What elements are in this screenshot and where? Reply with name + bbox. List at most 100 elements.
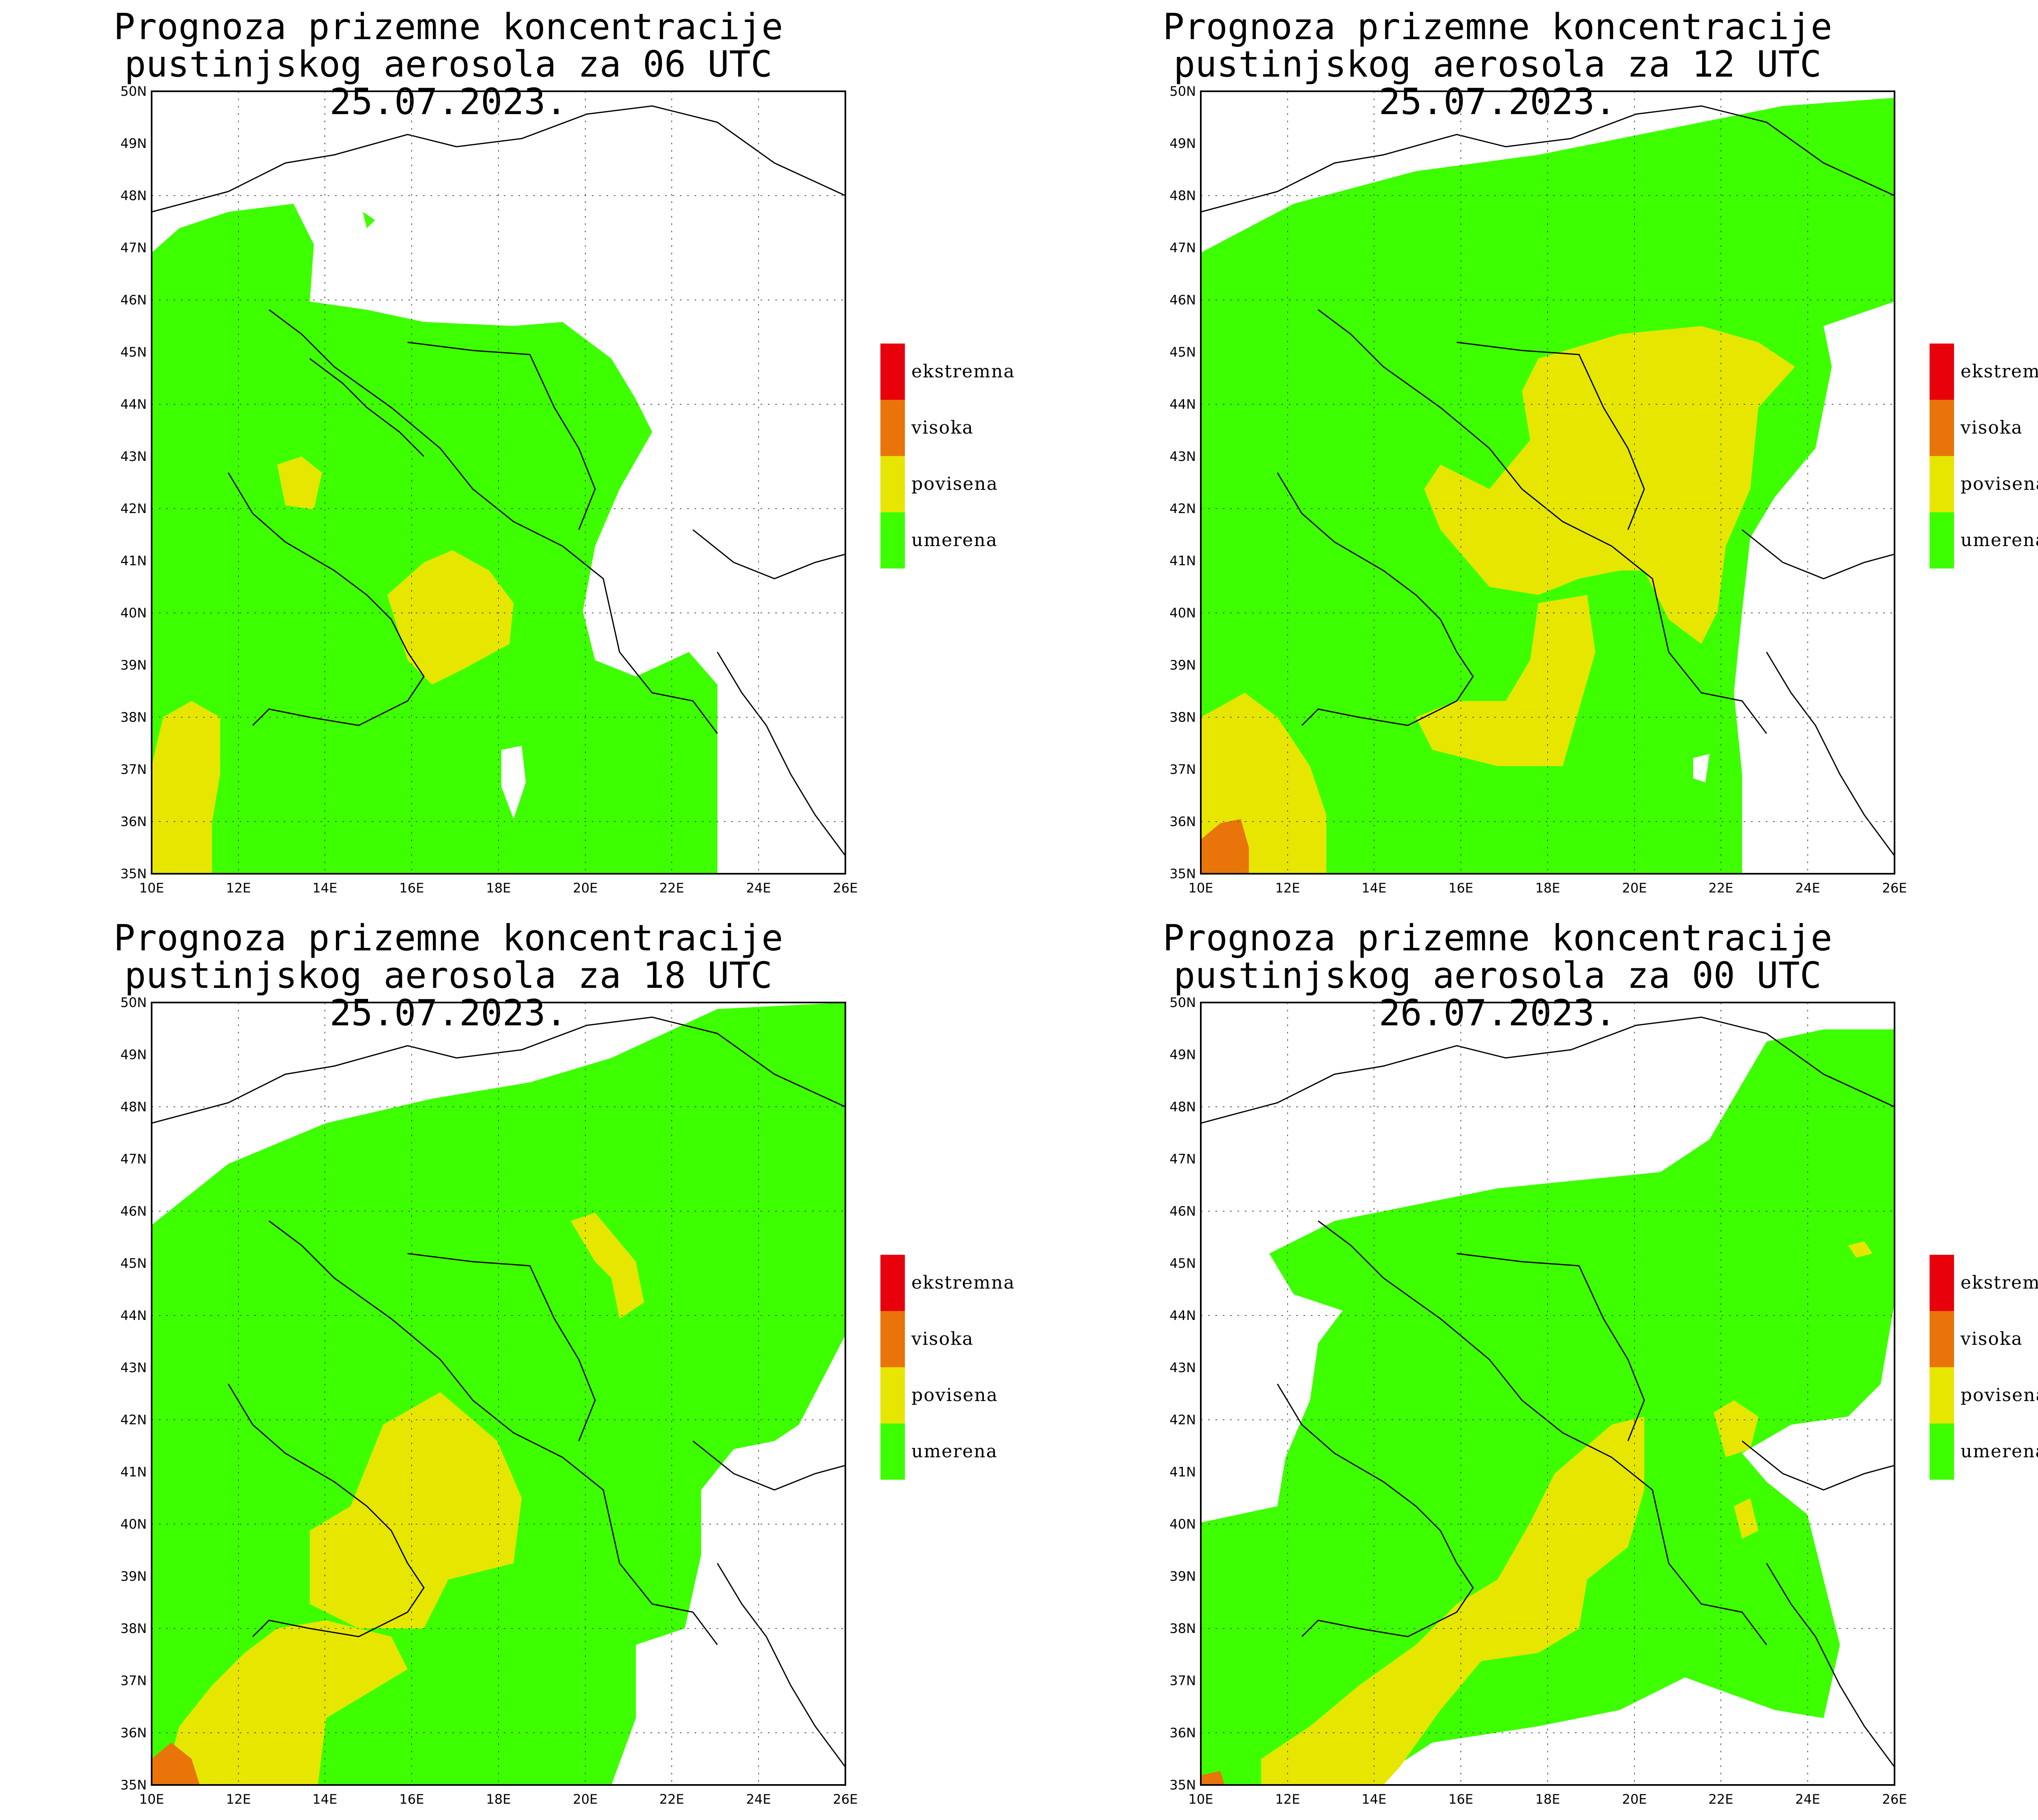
lat-tick-label: 46N bbox=[1169, 1203, 1196, 1219]
povisena-field bbox=[1848, 1241, 1873, 1258]
panel-subtitle: pustinjskog aerosola za 18 UTC 25.07.202… bbox=[124, 954, 772, 1034]
lat-tick-label: 37N bbox=[1169, 1673, 1196, 1688]
visoka-field bbox=[152, 1743, 200, 1785]
lon-tick-label: 14E bbox=[1362, 880, 1387, 896]
legend-label: visoka bbox=[1960, 417, 2023, 438]
legend-label: ekstremna bbox=[1961, 1272, 2038, 1293]
panel-title: Prognoza prizemne koncentracije bbox=[113, 917, 783, 959]
lat-tick-label: 43N bbox=[120, 449, 147, 464]
legend-swatch-visoka bbox=[1930, 400, 1954, 456]
forecast-map: 10E 12E 14E 16E 18E 20E 22E 24E 26E 35N … bbox=[1169, 995, 2038, 1807]
forecast-map: 10E 12E 14E 16E 18E 20E 22E 24E 26E 35N … bbox=[1169, 84, 2038, 896]
lat-tick-label: 41N bbox=[120, 1464, 147, 1480]
lon-tick-label: 24E bbox=[746, 1791, 771, 1807]
visoka-field bbox=[1201, 1771, 1224, 1785]
povisena-field bbox=[310, 1392, 522, 1628]
lat-tick-label: 47N bbox=[1169, 1151, 1196, 1167]
umerena-patch bbox=[363, 212, 375, 228]
lon-tick-label: 22E bbox=[659, 1791, 684, 1807]
lat-tick-label: 48N bbox=[1169, 1099, 1196, 1115]
lat-tick-label: 37N bbox=[120, 762, 147, 777]
lat-tick-label: 39N bbox=[1169, 657, 1196, 673]
lat-tick-label: 35N bbox=[1169, 1777, 1196, 1793]
panel-subtitle: pustinjskog aerosola za 00 UTC 26.07.202… bbox=[1173, 954, 1822, 1034]
legend: ekstremna visoka povisena umerena bbox=[880, 1255, 1015, 1480]
panel-title: Prognoza prizemne koncentracije bbox=[1162, 6, 1833, 48]
legend: ekstremna visoka povisena umerena bbox=[1930, 344, 2038, 568]
legend-label: visoka bbox=[911, 417, 974, 438]
lat-tick-label: 50N bbox=[120, 84, 147, 99]
lat-tick-label: 45N bbox=[1169, 1256, 1196, 1271]
lat-tick-label: 42N bbox=[1169, 1412, 1196, 1428]
lat-tick-label: 42N bbox=[120, 501, 147, 516]
lon-tick-label: 16E bbox=[1449, 1791, 1473, 1807]
lat-tick-label: 37N bbox=[1169, 762, 1196, 777]
povisena-field bbox=[571, 1213, 644, 1319]
legend-label: visoka bbox=[911, 1329, 974, 1349]
legend-label: umerena bbox=[911, 530, 998, 551]
no-data-gap bbox=[501, 746, 526, 819]
lon-tick-label: 20E bbox=[1622, 1791, 1647, 1807]
legend-label: povisena bbox=[911, 474, 998, 494]
legend-label: umerena bbox=[911, 1441, 998, 1462]
umerena-field bbox=[152, 204, 717, 874]
lat-tick-label: 45N bbox=[120, 1256, 147, 1271]
lon-tick-label: 18E bbox=[1535, 880, 1560, 896]
forecast-map: 10E 12E 14E 16E 18E 20E 22E 24E 26E 35N … bbox=[120, 995, 1015, 1807]
povisena-field bbox=[1424, 326, 1795, 644]
lat-tick-label: 50N bbox=[1169, 995, 1196, 1010]
concentration-fields bbox=[152, 204, 717, 874]
lon-tick-label: 26E bbox=[833, 1791, 858, 1807]
legend-swatch-povisena bbox=[1930, 456, 1954, 512]
povisena-field bbox=[163, 1620, 408, 1785]
lat-tick-label: 40N bbox=[1169, 1516, 1196, 1532]
lon-tick-label: 10E bbox=[139, 880, 164, 896]
lat-tick-label: 35N bbox=[1169, 866, 1196, 881]
lon-tick-label: 24E bbox=[1795, 1791, 1820, 1807]
lat-tick-label: 43N bbox=[120, 1360, 147, 1375]
lon-tick-label: 16E bbox=[399, 880, 424, 896]
panel-subtitle: pustinjskog aerosola za 06 UTC 25.07.202… bbox=[124, 43, 772, 123]
lon-tick-label: 14E bbox=[313, 880, 337, 896]
map-frame bbox=[1200, 1002, 1895, 1786]
legend-label: povisena bbox=[1961, 474, 2038, 494]
lat-tick-label: 38N bbox=[1169, 1621, 1196, 1636]
legend: ekstremna visoka povisena umerena bbox=[880, 344, 1014, 568]
map-panel-00utc: Prognoza prizemne koncentracije pustinjs… bbox=[1049, 911, 2038, 1820]
legend-label: povisena bbox=[1961, 1385, 2038, 1406]
legend-swatch-umerena bbox=[880, 1423, 905, 1480]
lat-tick-label: 44N bbox=[1169, 1308, 1196, 1323]
lat-tick-label: 41N bbox=[120, 553, 147, 568]
lon-tick-label: 10E bbox=[1189, 880, 1213, 896]
legend-label: ekstremna bbox=[911, 1272, 1015, 1293]
lat-tick-label: 39N bbox=[120, 657, 147, 673]
lon-tick-label: 12E bbox=[226, 880, 251, 896]
lon-tick-label: 14E bbox=[1362, 1791, 1387, 1807]
lat-tick-label: 38N bbox=[1169, 709, 1196, 725]
lon-tick-label: 20E bbox=[573, 1791, 598, 1807]
lon-tick-label: 22E bbox=[1709, 1791, 1734, 1807]
lat-tick-label: 43N bbox=[1169, 1360, 1196, 1375]
legend-label: umerena bbox=[1961, 1441, 2038, 1462]
map-panel-12utc: Prognoza prizemne koncentracije pustinjs… bbox=[1049, 0, 2038, 909]
lat-tick-label: 43N bbox=[1169, 449, 1196, 464]
lat-tick-label: 46N bbox=[120, 292, 147, 308]
lat-tick-label: 45N bbox=[1169, 344, 1196, 360]
legend-swatch-ekstremna bbox=[1930, 344, 1954, 400]
legend-swatch-umerena bbox=[1930, 1423, 1954, 1480]
lat-tick-label: 38N bbox=[120, 709, 147, 725]
povisena-field bbox=[277, 456, 322, 509]
lat-tick-label: 42N bbox=[120, 1412, 147, 1428]
lat-tick-label: 36N bbox=[1169, 814, 1196, 829]
legend-swatch-povisena bbox=[880, 1367, 905, 1423]
lat-tick-label: 50N bbox=[120, 995, 147, 1010]
map-frame bbox=[151, 90, 846, 875]
povisena-field bbox=[1261, 1417, 1644, 1785]
lat-tick-label: 49N bbox=[120, 1047, 147, 1062]
lon-tick-label: 20E bbox=[1622, 880, 1647, 896]
lat-tick-label: 49N bbox=[1169, 136, 1196, 151]
lon-tick-label: 16E bbox=[1449, 880, 1473, 896]
legend-swatch-ekstremna bbox=[880, 1255, 905, 1311]
lon-tick-label: 26E bbox=[833, 880, 858, 896]
povisena-field bbox=[387, 550, 514, 685]
